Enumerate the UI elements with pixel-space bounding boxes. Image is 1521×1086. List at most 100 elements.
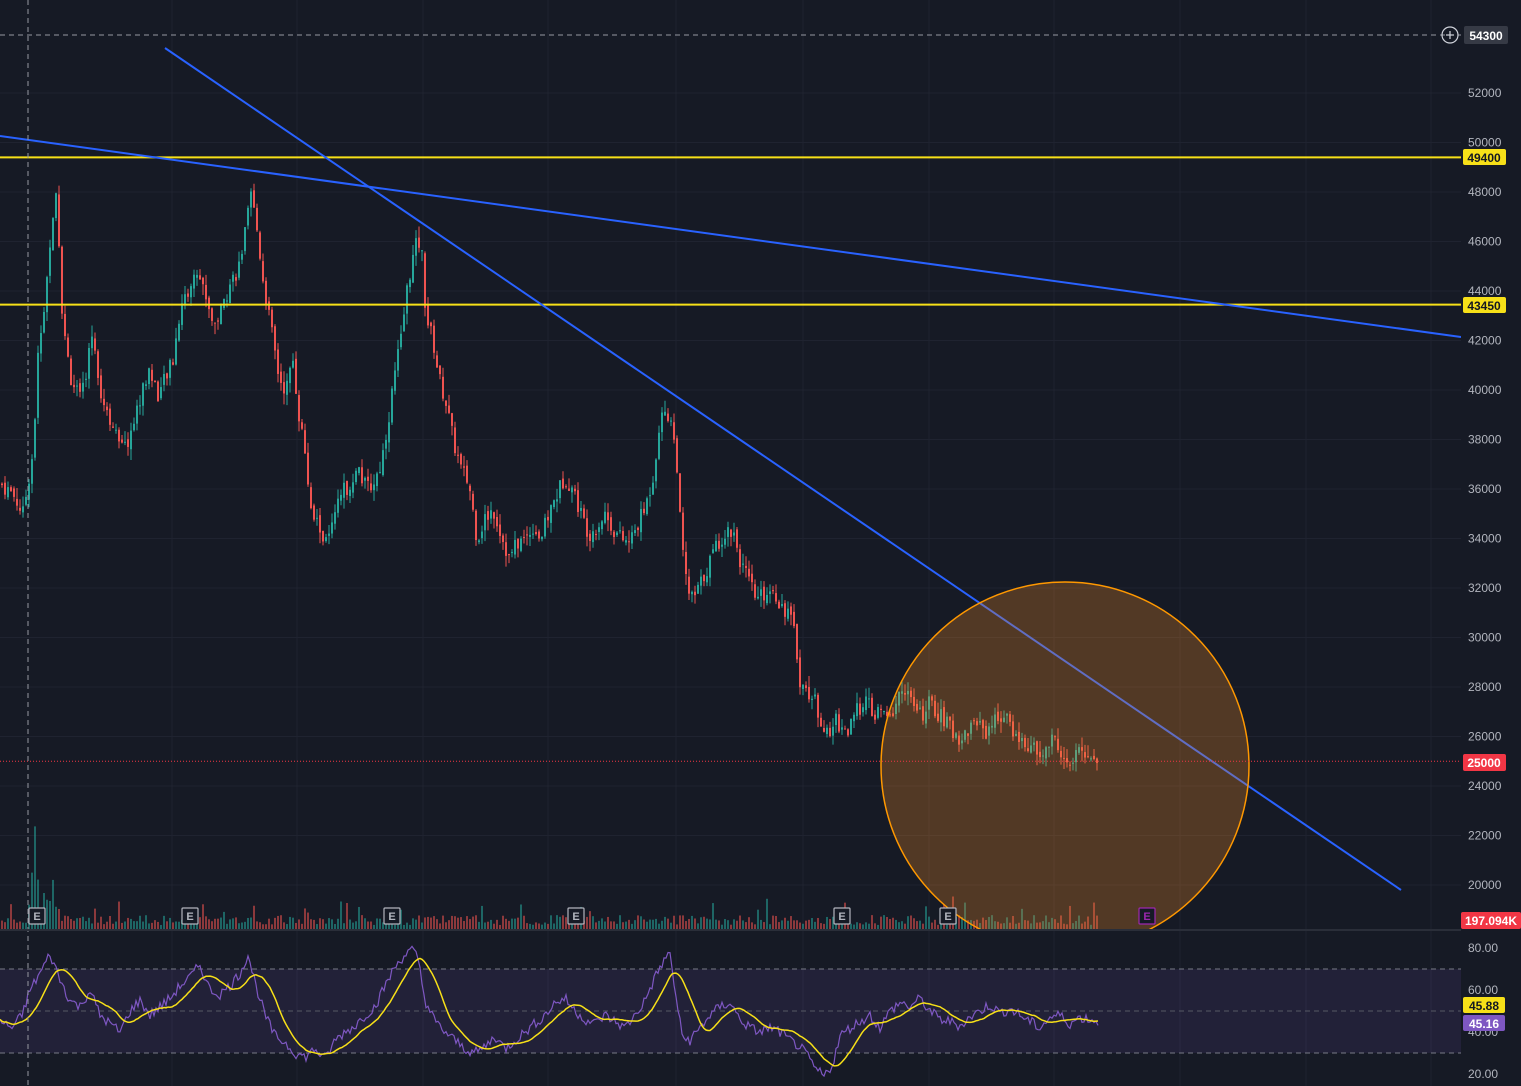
- candle-body-280: [841, 727, 843, 730]
- candle-353: [1060, 745, 1062, 765]
- volume-bar-78: [235, 917, 237, 929]
- candle-138: [415, 230, 417, 266]
- price-tick-42000: 42000: [1468, 334, 1502, 348]
- plus-circle-icon[interactable]: [1441, 26, 1459, 44]
- candle-body-211: [634, 530, 636, 534]
- highlight-circle[interactable]: [880, 581, 1250, 950]
- volume-bar-177: [532, 924, 534, 929]
- volume-bar-23: [70, 918, 72, 929]
- candle-169: [508, 553, 510, 564]
- candle-body-177: [532, 533, 534, 535]
- candle-body-295: [886, 711, 888, 716]
- price-tick-40000: 40000: [1468, 383, 1502, 397]
- volume-bar-81: [244, 921, 246, 929]
- candle-body-10: [31, 459, 33, 484]
- candle-227: [682, 507, 684, 557]
- earnings-marker-4[interactable]: E: [833, 907, 851, 925]
- earnings-marker-1[interactable]: E: [181, 907, 199, 925]
- volume-bar-83: [250, 917, 252, 929]
- candle-body-278: [835, 713, 837, 726]
- candle-body-91: [274, 326, 276, 351]
- candle-223: [670, 417, 672, 427]
- volume-bar-98: [295, 922, 297, 929]
- candle-278: [835, 710, 837, 733]
- trendline-upper[interactable]: [0, 135, 1461, 338]
- candle-body-256: [769, 591, 771, 594]
- volume-bar-222: [667, 918, 669, 929]
- volume-bar-11: [34, 826, 36, 929]
- candle-356: [1069, 761, 1071, 772]
- volume-bar-82: [247, 917, 249, 929]
- candle-body-226: [679, 473, 681, 512]
- candle-body-305: [916, 703, 918, 711]
- trendline-steep[interactable]: [164, 47, 1402, 891]
- hline-label-49400: 49400: [1467, 151, 1501, 165]
- volume-bar-162: [487, 921, 489, 929]
- volume-bar-151: [454, 916, 456, 929]
- earnings-marker-6[interactable]: E: [1138, 907, 1156, 925]
- candle-body-174: [523, 537, 525, 539]
- candle-40: [121, 434, 123, 444]
- volume-bar-220: [661, 920, 663, 929]
- candle-body-2: [7, 487, 9, 498]
- candle-150: [451, 412, 453, 436]
- volume-bar-363: [1090, 924, 1092, 929]
- candle-158: [475, 509, 477, 546]
- candle-body-25: [76, 385, 78, 387]
- candle-body-352: [1057, 738, 1059, 751]
- rsi-pane[interactable]: [0, 945, 1461, 1078]
- add-alert-button[interactable]: [1441, 26, 1459, 44]
- candle-321: [964, 729, 966, 743]
- earnings-marker-0[interactable]: E: [28, 907, 46, 925]
- candle-body-206: [619, 530, 621, 532]
- candle-136: [409, 277, 411, 293]
- earnings-marker-5[interactable]: E: [939, 907, 957, 925]
- rsi-ma-line[interactable]: [0, 957, 1099, 1067]
- candle-body-338: [1015, 734, 1017, 736]
- candle-134: [403, 307, 405, 332]
- candle-358: [1075, 743, 1077, 772]
- price-tick-26000: 26000: [1468, 730, 1502, 744]
- earnings-marker-3[interactable]: E: [567, 907, 585, 925]
- volume-bar-147: [442, 915, 444, 929]
- price-scale[interactable]: 20000 22000 24000 26000 28000 30000 32000 34000…: [1441, 0, 1521, 1086]
- candle-body-149: [448, 405, 450, 413]
- candle-body-56: [169, 359, 171, 378]
- candle-body-60: [181, 303, 183, 325]
- volume-bar-165: [496, 919, 498, 929]
- volume-bar-242: [727, 920, 729, 929]
- candle-body-322: [967, 733, 969, 736]
- candle-body-279: [838, 714, 840, 732]
- candle-body-356: [1069, 764, 1071, 766]
- candle-body-144: [433, 325, 435, 353]
- earnings-marker-2[interactable]: E: [383, 907, 401, 925]
- candle-body-122: [367, 476, 369, 481]
- candle-281: [844, 725, 846, 730]
- candle-body-44: [133, 423, 135, 431]
- candle-233: [700, 569, 702, 595]
- candle-130: [391, 386, 393, 426]
- volume-bar-48: [145, 915, 147, 929]
- volume-bar-79: [238, 923, 240, 929]
- candle-21: [64, 305, 66, 340]
- volume-bar-145: [436, 919, 438, 929]
- candle-body-313: [940, 709, 942, 723]
- candle-99: [298, 390, 300, 432]
- candle-57: [172, 358, 174, 366]
- candle-body-132: [397, 349, 399, 371]
- volume-bar-250: [751, 922, 753, 929]
- candle-body-275: [826, 727, 828, 734]
- candle-78: [235, 273, 237, 287]
- candle-268: [805, 681, 807, 692]
- candle-215: [646, 496, 648, 516]
- candlestick-series[interactable]: [1, 183, 1098, 772]
- candle-256: [769, 584, 771, 604]
- candle-257: [772, 585, 774, 595]
- candle-58: [175, 327, 177, 366]
- volume-bar-210: [631, 923, 633, 929]
- rsi-line[interactable]: [0, 945, 1099, 1078]
- candle-96: [289, 366, 291, 393]
